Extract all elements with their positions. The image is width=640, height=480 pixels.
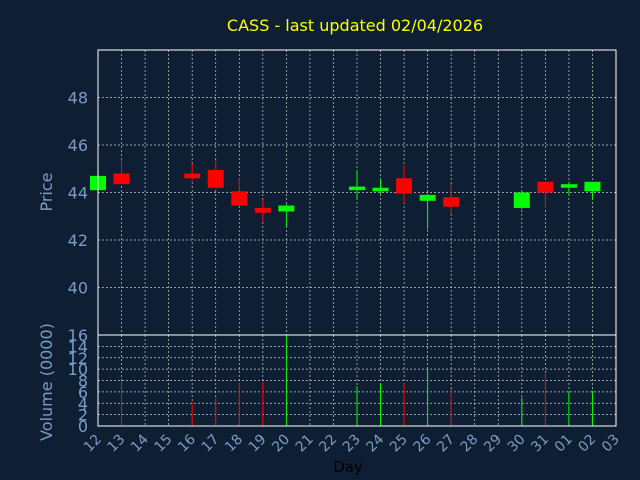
x-axis-label: Day: [333, 458, 363, 476]
candle-body: [396, 178, 413, 194]
x-tick-label: 28: [458, 432, 482, 456]
price-tick-label: 48: [68, 89, 88, 108]
volume-tick-label: 10: [68, 360, 88, 379]
volume-tick-label: 6: [78, 383, 88, 402]
candle-body: [537, 181, 554, 193]
candle-body: [278, 205, 295, 212]
x-tick-label: 26: [411, 431, 435, 455]
volume-tick-label: 12: [68, 349, 88, 368]
price-tick-label: 40: [68, 279, 88, 298]
candle-body: [584, 181, 601, 192]
x-tick-label: 13: [104, 432, 128, 456]
candle-body: [372, 187, 389, 192]
x-ticks: 12 13 14 15 16 17 18 19 20 21 22 23 24 25 26 27 28 29 30 31…: [81, 431, 623, 455]
volume-tick-label: 2: [78, 406, 88, 425]
candlesticks: [90, 159, 601, 230]
candle-body: [513, 192, 530, 208]
price-grid: [97, 50, 617, 335]
x-tick-label: 23: [340, 432, 364, 456]
candle-body: [349, 186, 365, 191]
candle-body: [254, 207, 271, 213]
x-tick-label: 18: [222, 432, 246, 456]
x-tick-label: 25: [387, 432, 411, 456]
x-tick-label: 27: [434, 432, 458, 456]
x-tick-label: 20: [269, 432, 293, 456]
candle-body: [560, 184, 577, 188]
price-y-ticks: 40 42 44 46 48: [68, 89, 88, 298]
volume-bars: [121, 335, 593, 426]
x-tick-label: 21: [293, 432, 317, 456]
price-axis-label: Price: [37, 172, 56, 211]
candle-body: [443, 197, 460, 207]
volume-tick-label: 14: [68, 337, 88, 356]
price-tick-label: 46: [68, 136, 88, 155]
volume-tick-label: 0: [78, 417, 88, 436]
candle-body: [113, 173, 130, 185]
x-tick-label: 14: [128, 431, 152, 455]
x-tick-label: 16: [175, 431, 199, 455]
x-tick-label: 30: [505, 432, 529, 456]
candle-body: [231, 191, 248, 206]
chart-title: CASS - last updated 02/04/2026: [227, 16, 483, 35]
volume-tick-label: 8: [78, 372, 88, 391]
volume-tick-label: 4: [78, 394, 88, 413]
volume-axis-label: Volume (0000): [37, 323, 56, 441]
x-tick-label: 31: [528, 432, 552, 456]
price-tick-label: 44: [68, 184, 88, 203]
x-tick-label: 22: [316, 432, 340, 456]
price-tick-label: 42: [68, 231, 88, 250]
x-tick-label: 02: [575, 432, 599, 456]
candle-body: [184, 173, 201, 179]
x-tick-label: 01: [552, 432, 576, 456]
candle-body: [419, 194, 436, 201]
x-tick-label: 03: [599, 432, 623, 456]
x-tick-label: 15: [152, 432, 176, 456]
x-tick-label: 17: [199, 432, 223, 456]
candle-body: [207, 169, 224, 188]
x-tick-label: 24: [363, 431, 387, 455]
x-tick-label: 29: [481, 432, 505, 456]
volume-tick-label: 16: [68, 326, 88, 345]
volume-plot-frame: [97, 334, 617, 427]
x-tick-label: 19: [246, 432, 270, 456]
